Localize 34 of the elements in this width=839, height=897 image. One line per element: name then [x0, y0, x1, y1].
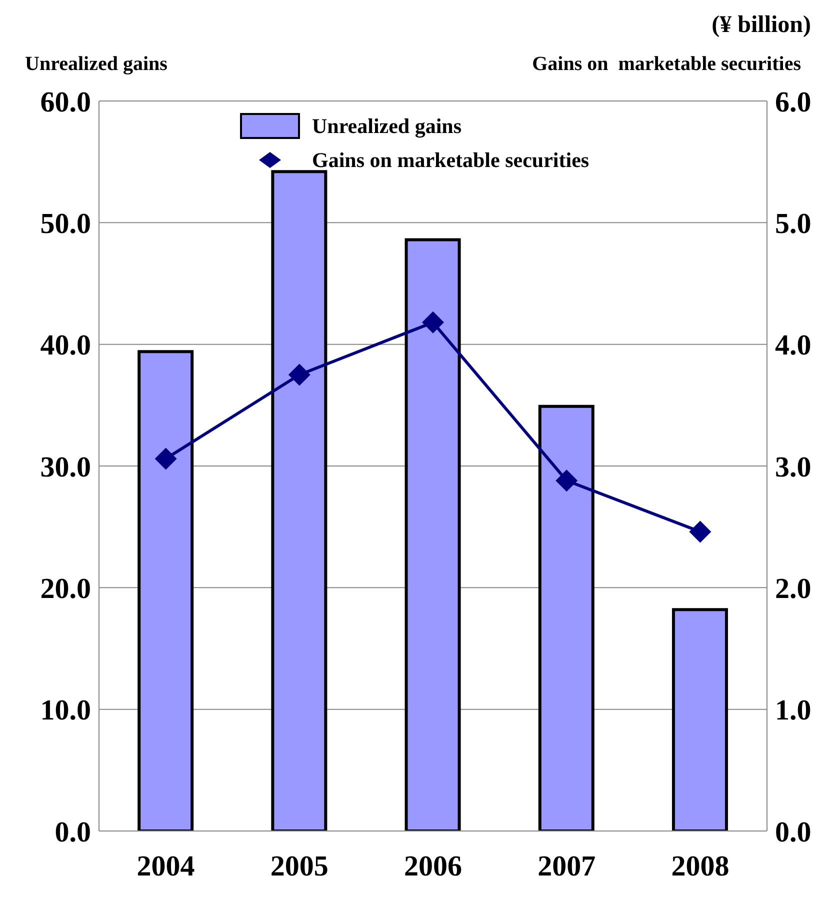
legend-label: Gains on marketable securities — [312, 148, 590, 172]
bar — [538, 404, 594, 831]
x-tick-label: 2006 — [404, 850, 462, 883]
y-tick-label: 50.0 — [40, 208, 91, 240]
x-tick-label: 2005 — [270, 850, 328, 883]
y-tick-label: 30.0 — [40, 451, 91, 484]
point — [422, 311, 444, 334]
y-tick-label: 0.0 — [54, 816, 91, 848]
y-tick-label: 40.0 — [40, 330, 91, 362]
y2-tick-label: 3.0 — [775, 451, 812, 484]
y2-tick-label: 4.0 — [775, 330, 812, 362]
y-axis-title: Unrealized gains — [25, 53, 168, 76]
y-tick-label: 10.0 — [40, 694, 91, 727]
point — [154, 448, 177, 470]
x-tick-label: 2008 — [671, 850, 730, 883]
y2-tick-label: 1.0 — [775, 694, 812, 727]
point — [689, 520, 712, 543]
point — [288, 364, 310, 386]
y-tick-label: 20.0 — [40, 572, 91, 605]
y-tick-label: 60.0 — [40, 86, 91, 118]
y2-axis-title: Gains on marketable securities — [532, 53, 801, 76]
point — [556, 470, 578, 492]
y2-tick-label: 2.0 — [775, 572, 812, 605]
bar — [138, 350, 194, 831]
text: (¥ billion) — [712, 12, 811, 39]
y2-tick-label: 0.0 — [775, 816, 812, 848]
bar — [271, 170, 328, 831]
y2-tick-label: 6.0 — [775, 86, 812, 118]
legend-label: Unrealized gains — [312, 114, 462, 138]
y2-tick-label: 5.0 — [775, 208, 812, 240]
x-tick-label: 2004 — [136, 850, 195, 883]
bar — [404, 238, 461, 831]
bar — [672, 608, 728, 831]
x-tick-label: 2007 — [538, 850, 596, 883]
